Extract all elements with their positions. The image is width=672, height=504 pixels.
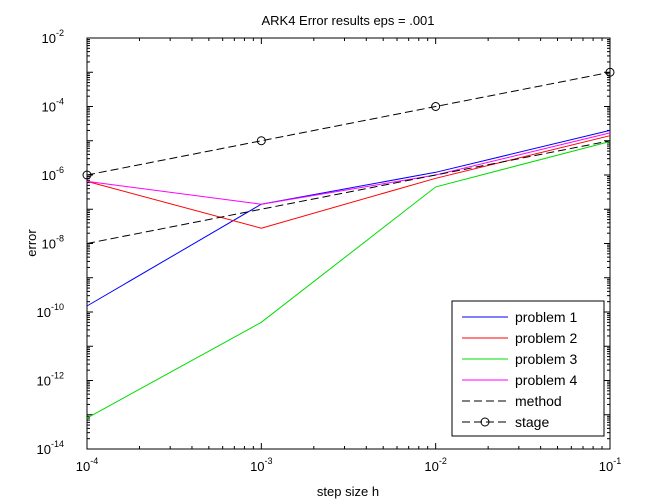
- y-tick-label-base: 10: [42, 100, 56, 115]
- series-point-stage: [431, 102, 441, 111]
- legend-entry: stage: [515, 414, 549, 430]
- x-tick-label: 10-2: [424, 456, 446, 474]
- series-line-problem-4: [86, 132, 611, 205]
- axis-tick-labels: 10-4 10-3 10-2 10-110-1410-1210-1010-810-61…: [37, 28, 622, 474]
- y-tick-label: 10-4: [42, 97, 64, 115]
- y-tick-label: 10-12: [37, 371, 64, 389]
- x-tick-label: 10-3: [250, 456, 272, 474]
- legend-entry: problem 1: [515, 309, 577, 325]
- y-axis-title: error: [24, 229, 39, 257]
- x-tick-label-base: 10: [250, 459, 264, 474]
- x-tick-label-base: 10: [76, 459, 90, 474]
- series-line-method: [86, 140, 611, 244]
- y-tick-label-base: 10: [42, 168, 56, 183]
- x-tick-label: 10-1: [599, 456, 621, 474]
- series-layer: [82, 67, 615, 419]
- y-tick-label-base: 10: [37, 442, 51, 457]
- y-tick-label-exp: -14: [51, 439, 64, 449]
- x-tick-label-base: 10: [599, 459, 613, 474]
- series-point-stage: [256, 136, 266, 146]
- y-tick-label-exp: -4: [56, 97, 64, 107]
- x-tick-label-exp: -3: [265, 456, 273, 466]
- y-tick-label-base: 10: [42, 31, 56, 46]
- x-tick-label-base: 10: [424, 459, 438, 474]
- x-tick-label: 10-4: [76, 456, 98, 474]
- series-point-stage: [605, 67, 615, 77]
- legend-entry: problem 2: [515, 330, 577, 346]
- series-point-stage: [82, 170, 92, 180]
- legend: problem 1 problem 2 problem 3 problem 4 meth…: [451, 300, 605, 437]
- legend-box: [451, 300, 605, 437]
- y-tick-label-base: 10: [37, 305, 51, 320]
- y-tick-label: 10-2: [42, 28, 64, 46]
- series-line-problem-2: [86, 135, 611, 229]
- y-tick-label: 10-8: [42, 234, 64, 252]
- y-tick-label-exp: -6: [56, 165, 64, 175]
- legend-entry: method: [515, 393, 562, 409]
- x-tick-label-exp: -4: [90, 456, 98, 466]
- legend-entry: problem 3: [515, 351, 577, 367]
- x-tick-label-exp: -2: [439, 456, 447, 466]
- y-tick-label-exp: -10: [51, 302, 64, 312]
- legend-entry: problem 4: [515, 372, 577, 388]
- y-tick-label-exp: -2: [56, 28, 64, 38]
- series-line-problem-3: [86, 141, 611, 419]
- series-line-stage: [86, 71, 611, 176]
- y-tick-label-base: 10: [37, 374, 51, 389]
- y-tick-label: 10-6: [42, 165, 64, 183]
- series-line-problem-1: [86, 129, 611, 307]
- y-tick-label-exp: -12: [51, 371, 64, 381]
- y-tick-label: 10-14: [37, 439, 64, 457]
- chart-title: ARK4 Error results eps = .001: [261, 13, 434, 28]
- x-axis-title: step size h: [317, 484, 379, 499]
- legend-marker: [480, 417, 490, 427]
- x-tick-label-exp: -1: [613, 456, 621, 466]
- y-tick-label: 10-10: [37, 302, 64, 320]
- y-tick-label-exp: -8: [56, 234, 64, 244]
- y-tick-label-base: 10: [42, 237, 56, 252]
